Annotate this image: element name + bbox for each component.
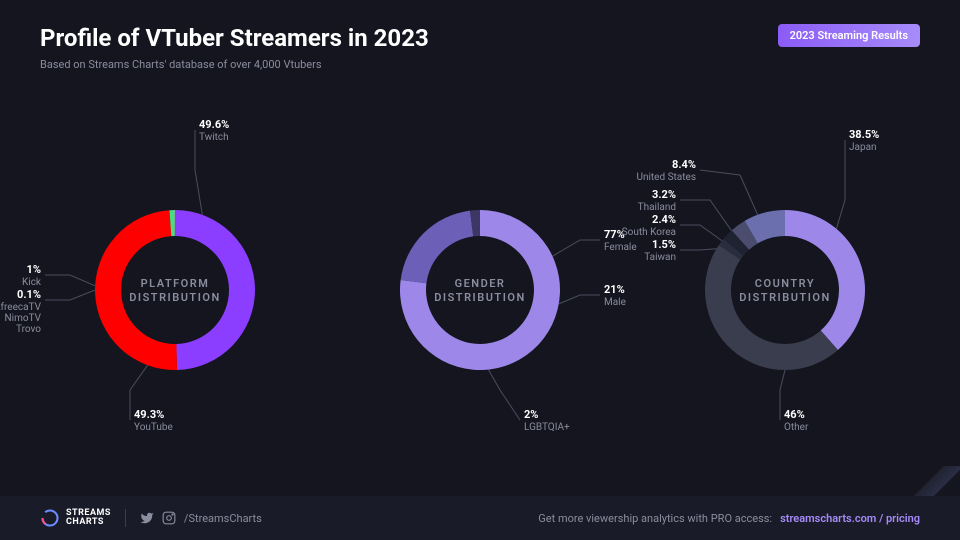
slice-pct: 3.2%: [652, 188, 676, 201]
brand-logo: STREAMS CHARTS: [40, 508, 111, 528]
leader-line: [488, 370, 520, 420]
brand-icon: [40, 508, 60, 528]
leader-line: [836, 140, 845, 229]
footer-left: STREAMS CHARTS /StreamsCharts: [40, 508, 262, 528]
charts-region: PLATFORMDISTRIBUTION49.6%Twitch49.3%YouT…: [0, 100, 960, 460]
slice-pct: 0.1%: [17, 288, 41, 301]
slice-label: Trovo: [16, 324, 41, 335]
donut-slice: [705, 245, 838, 370]
leader-line: [680, 200, 731, 231]
slice-label: AfreecaTV: [0, 301, 42, 313]
chart-title: GENDER: [455, 277, 506, 290]
slice-pct: 1%: [27, 263, 41, 276]
slice-pct: 46%: [784, 408, 805, 421]
slice-label: Female: [604, 242, 637, 253]
slice-label: Other: [784, 422, 809, 433]
slice-label: Japan: [849, 142, 877, 153]
year-badge: 2023 Streaming Results: [778, 24, 920, 47]
slice-label: Male: [604, 297, 626, 308]
footer-divider: [125, 509, 126, 527]
slice-label: United States: [636, 172, 696, 183]
slice-label: Thailand: [638, 202, 676, 213]
leader-line: [553, 240, 600, 256]
footer-right: Get more viewership analytics with PRO a…: [538, 512, 920, 525]
instagram-icon[interactable]: [162, 511, 176, 525]
leader-line: [680, 249, 716, 250]
slice-pct: 38.5%: [849, 128, 879, 141]
slice-label: LGBTQIA+: [524, 422, 570, 433]
chart-title: DISTRIBUTION: [129, 291, 220, 304]
leader-line: [559, 295, 600, 304]
leader-line: [45, 275, 95, 286]
leader-line: [680, 225, 722, 241]
slice-pct: 2%: [524, 408, 538, 421]
chart-title: DISTRIBUTION: [739, 291, 830, 304]
page-subtitle: Based on Streams Charts' database of ove…: [40, 58, 920, 71]
social-handle: /StreamsCharts: [184, 512, 262, 525]
twitter-icon[interactable]: [140, 511, 154, 525]
slice-label: NimoTV: [5, 313, 42, 324]
slice-pct: 49.6%: [199, 118, 229, 131]
footer-url[interactable]: streamscharts.com / pricing: [780, 512, 920, 525]
slice-pct: 8.4%: [672, 158, 696, 171]
footer-cta: Get more viewership analytics with PRO a…: [538, 512, 772, 525]
chart-title: PLATFORM: [141, 277, 210, 290]
slice-label: Twitch: [199, 132, 229, 143]
corner-decoration: [900, 466, 960, 496]
leader-line: [700, 170, 758, 215]
slice-label: Taiwan: [644, 252, 676, 263]
chart-title: COUNTRY: [755, 277, 815, 290]
footer: STREAMS CHARTS /StreamsCharts Get more v…: [0, 496, 960, 540]
social-links: /StreamsCharts: [140, 511, 262, 525]
brand-text: STREAMS CHARTS: [66, 509, 111, 527]
slice-pct: 1.5%: [652, 238, 676, 251]
donut-slice: [401, 211, 474, 284]
slice-label: South Korea: [622, 227, 676, 238]
slice-pct: 49.3%: [134, 408, 164, 421]
slice-pct: 21%: [604, 283, 625, 296]
chart-title: DISTRIBUTION: [434, 291, 525, 304]
header: Profile of VTuber Streamers in 2023 Base…: [40, 24, 920, 71]
slice-pct: 2.4%: [652, 213, 676, 226]
slice-label: YouTube: [134, 422, 173, 433]
leader-line: [45, 290, 95, 300]
donut-charts-svg: PLATFORMDISTRIBUTION49.6%Twitch49.3%YouT…: [0, 100, 960, 460]
slice-label: Kick: [22, 277, 42, 288]
